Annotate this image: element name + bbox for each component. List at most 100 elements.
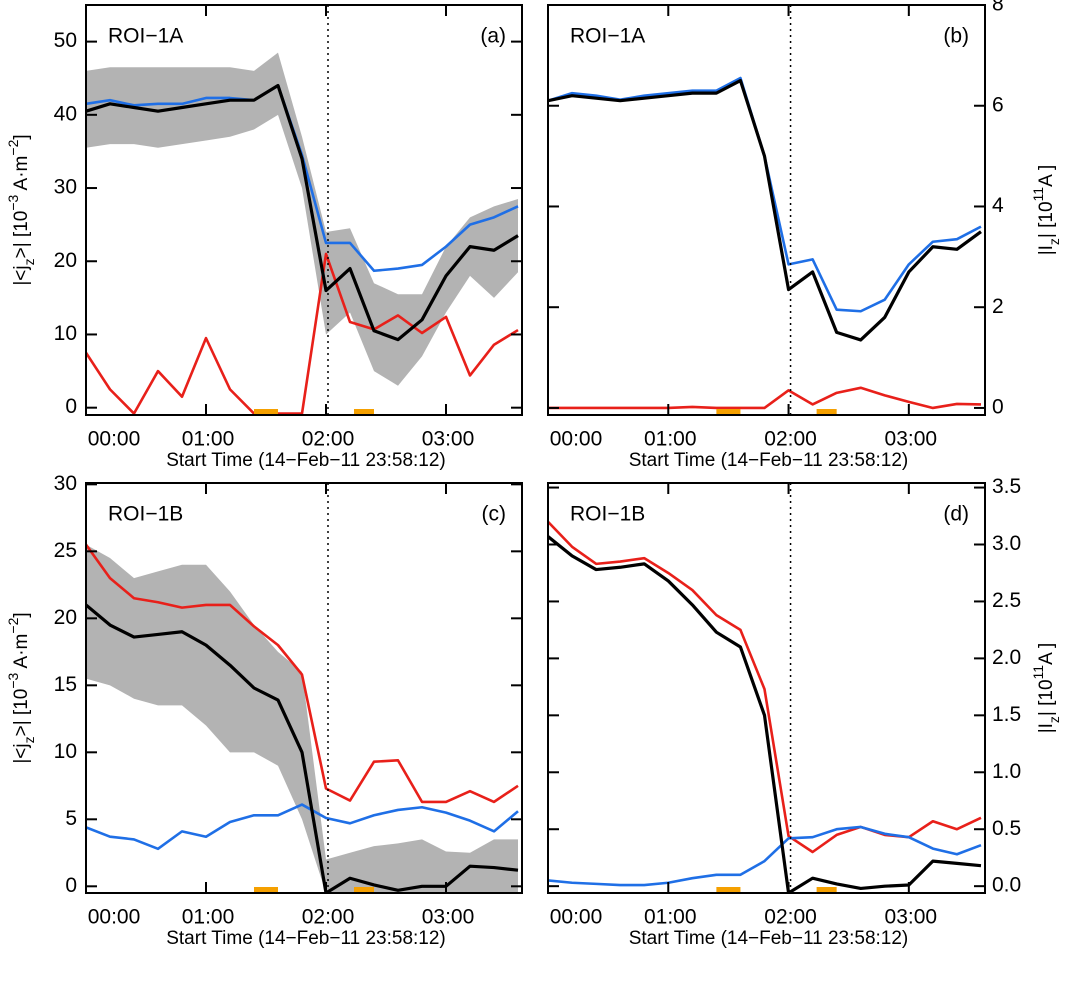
x-axis-title: Start Time (14−Feb−11 23:58:12)	[166, 450, 446, 471]
y-tick-label: 20	[54, 606, 77, 629]
highlight-interval	[816, 887, 837, 892]
y-tick-label: 2	[992, 295, 1004, 318]
uncertainty-band	[86, 544, 518, 893]
y-axis-title-part: z	[1046, 716, 1062, 723]
y-axis-title-part: A·m	[11, 156, 32, 195]
plot-area	[86, 52, 519, 415]
series-line	[86, 83, 519, 342]
y-axis-title-part: A ]	[1036, 643, 1057, 665]
y-axis-title-part: ]	[11, 134, 32, 139]
y-tick-label: 25	[54, 539, 77, 562]
plot-area	[548, 76, 982, 410]
series-line	[86, 252, 519, 415]
panel: 00:00 01:00 02:00 03:00 0 5 10 15 20 25 30 Start Ti…	[5, 472, 523, 949]
x-tick-label: 01:00	[182, 428, 235, 451]
series-line	[548, 386, 982, 410]
y-tick-label: 0.5	[992, 817, 1021, 840]
region-label: ROI−1B	[108, 503, 183, 526]
x-tick-label: 00:00	[550, 428, 603, 451]
y-tick-label: 20	[54, 249, 77, 272]
x-tick-label: 03:00	[885, 428, 938, 451]
plot-frame	[85, 4, 523, 416]
y-axis-title: |Iz| [1011A ]	[1030, 643, 1062, 734]
y-axis-title: |<jz>| [10−3 A·m−2]	[5, 612, 37, 763]
x-tick-label: 01:00	[182, 906, 235, 929]
y-tick-label: 30	[54, 176, 77, 199]
y-axis-title-part: 11	[1030, 187, 1046, 202]
y-axis-title-part: z	[21, 258, 37, 265]
y-tick-label: 1.5	[992, 703, 1021, 726]
y-tick-label: 1.0	[992, 760, 1021, 783]
series-line	[548, 78, 982, 342]
y-axis-title-part: ]	[11, 612, 32, 617]
y-axis-title-part: z	[21, 736, 37, 743]
x-tick-label: 03:00	[885, 906, 938, 929]
y-tick-label: 6	[992, 93, 1004, 116]
y-tick-label: 10	[54, 740, 77, 763]
highlight-interval	[716, 887, 741, 892]
highlight-interval	[816, 409, 837, 414]
highlight-interval	[716, 409, 741, 414]
series-line	[548, 520, 982, 854]
series-line	[548, 825, 982, 887]
y-tick-label: 4	[992, 194, 1004, 217]
x-axis-title: Start Time (14−Feb−11 23:58:12)	[166, 928, 446, 949]
plot-frame	[547, 482, 986, 894]
plot-area	[548, 520, 982, 893]
y-tick-label: 30	[54, 472, 77, 495]
y-tick-label: 3.5	[992, 475, 1021, 498]
x-tick-label: 02:00	[764, 428, 817, 451]
y-axis-title-part: >| [10	[11, 689, 32, 737]
highlight-interval	[254, 409, 278, 414]
y-axis-title-part: 11	[1030, 665, 1046, 680]
y-axis-title-part: |I	[1036, 723, 1057, 733]
x-tick-label: 02:00	[764, 906, 817, 929]
y-tick-label: 2.5	[992, 589, 1021, 612]
highlight-interval	[254, 887, 278, 892]
x-tick-label: 03:00	[422, 428, 475, 451]
y-tick-label: 40	[54, 102, 77, 125]
y-tick-label: 0	[65, 395, 77, 418]
series-line	[548, 76, 982, 313]
region-label: ROI−1A	[570, 25, 645, 48]
panel-label: (a)	[480, 25, 506, 48]
y-axis-title-part: A ]	[1036, 165, 1057, 187]
x-tick-label: 02:00	[302, 906, 355, 929]
x-tick-label: 00:00	[88, 428, 141, 451]
x-tick-label: 03:00	[422, 906, 475, 929]
region-label: ROI−1A	[108, 25, 183, 48]
y-tick-label: 50	[54, 29, 77, 52]
x-axis-title: Start Time (14−Feb−11 23:58:12)	[629, 928, 909, 949]
y-tick-label: 0.0	[992, 874, 1021, 897]
y-tick-label: 3.0	[992, 532, 1021, 555]
y-axis-title-part: | [10	[1036, 679, 1057, 716]
y-axis-title-part: |I	[1036, 245, 1057, 255]
y-axis-title-part: −2	[5, 139, 21, 155]
panel-label: (d)	[943, 503, 969, 526]
y-tick-label: 15	[54, 673, 77, 696]
highlight-interval	[354, 409, 374, 414]
panel-label: (c)	[482, 503, 507, 526]
plot-frame	[85, 482, 523, 894]
y-tick-label: 10	[54, 322, 77, 345]
y-tick-label: 0	[65, 874, 77, 897]
y-tick-label: 5	[65, 807, 77, 830]
x-tick-label: 00:00	[550, 906, 603, 929]
y-axis-title-part: >| [10	[11, 211, 32, 259]
series-line	[86, 803, 519, 851]
y-tick-label: 0	[992, 395, 1004, 418]
panel-label: (b)	[943, 25, 969, 48]
panel: 00:00 01:00 02:00 03:00 0.0 0.5 1.0 1.5 2.0 2.5 3.…	[547, 475, 1062, 949]
y-axis-title-part: z	[1046, 238, 1062, 245]
highlight-interval	[354, 887, 374, 892]
plot-frame	[547, 4, 986, 416]
x-axis-title: Start Time (14−Feb−11 23:58:12)	[629, 450, 909, 471]
y-tick-label: 8	[992, 0, 1004, 16]
x-tick-label: 00:00	[88, 906, 141, 929]
y-axis-title-part: −2	[5, 617, 21, 633]
y-axis-title: |Iz| [1011A ]	[1030, 165, 1062, 256]
y-axis-title: |<jz>| [10−3 A·m−2]	[5, 134, 37, 285]
x-tick-label: 01:00	[644, 428, 697, 451]
panel: 00:00 01:00 02:00 03:00 0 10 20 30 40 50 Start Tim…	[5, 4, 523, 471]
